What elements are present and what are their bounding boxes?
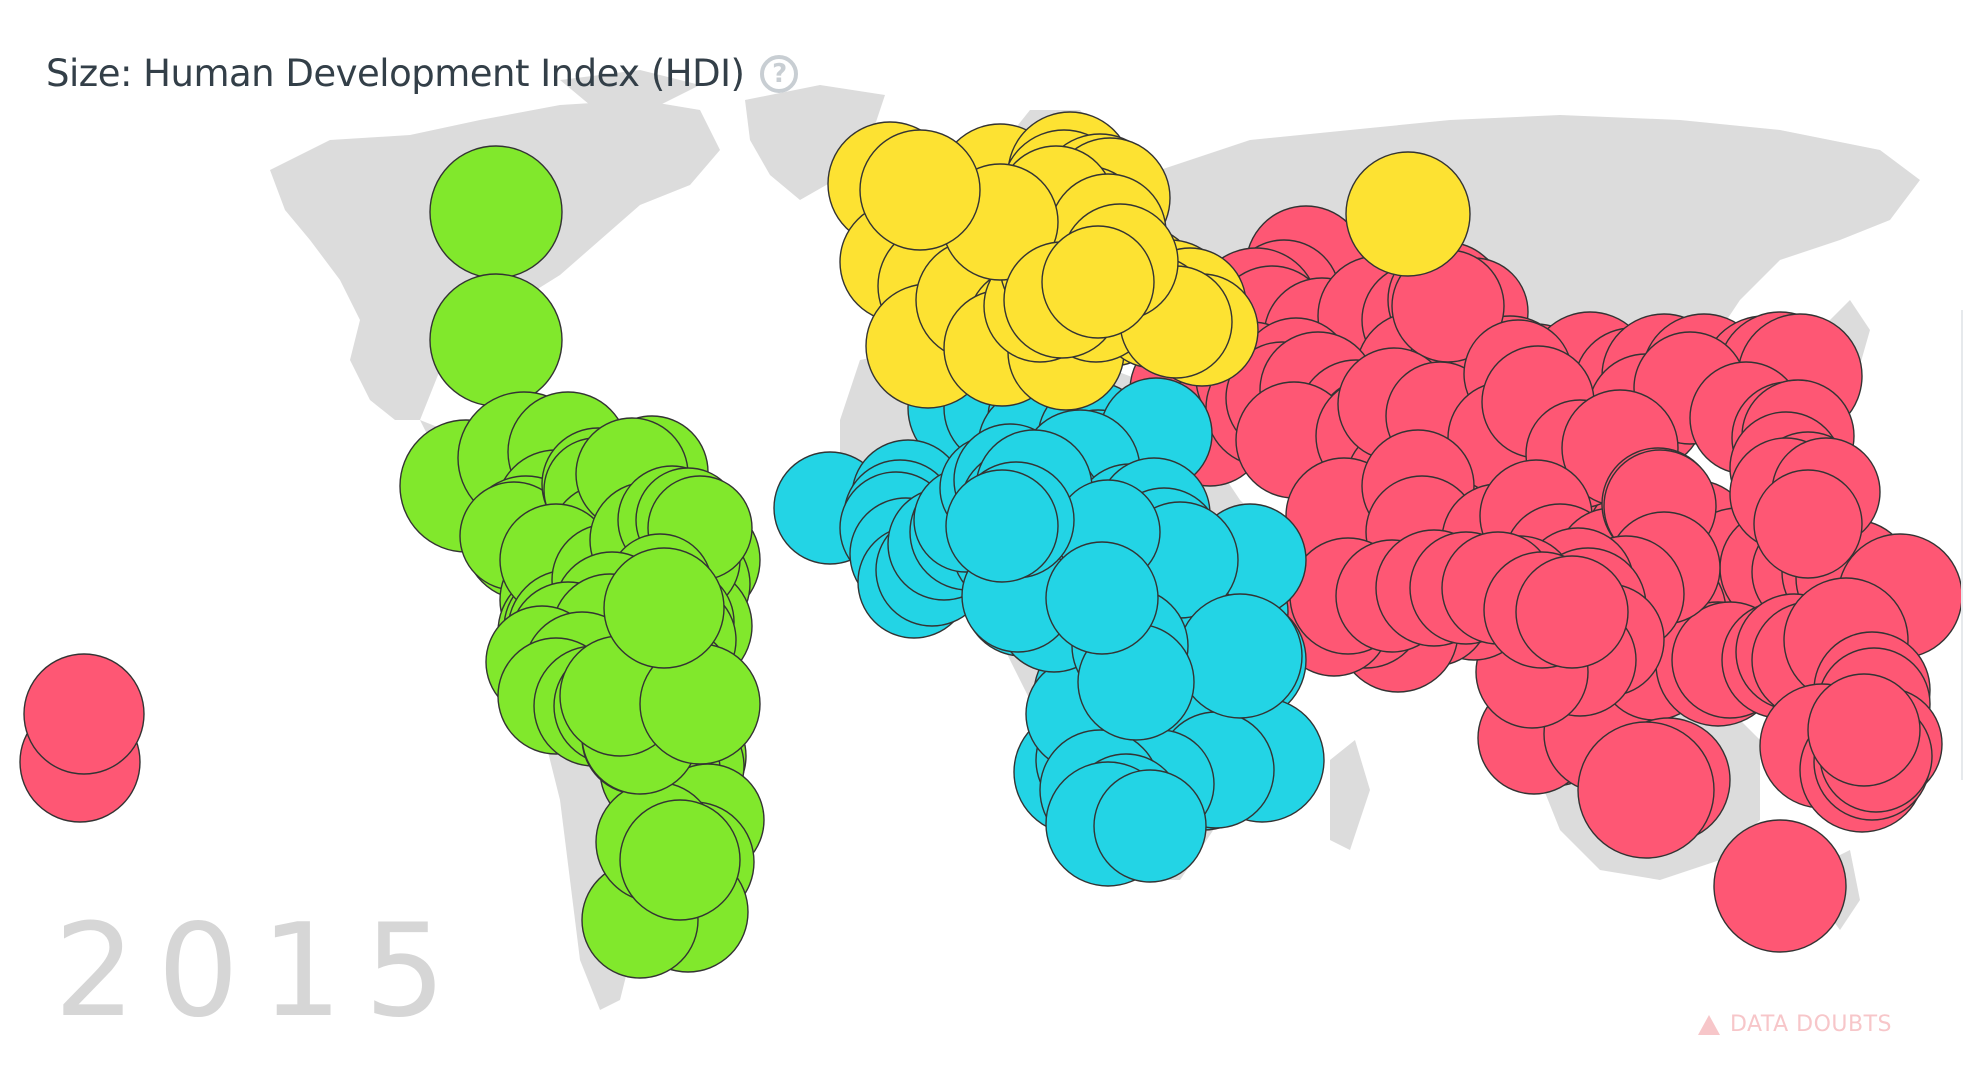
- africa-country-bubble[interactable]: [1093, 769, 1207, 883]
- asia-country-bubble[interactable]: [1515, 555, 1629, 669]
- warning-triangle-icon: [1698, 1014, 1720, 1035]
- europe-country-bubble[interactable]: [1041, 225, 1155, 339]
- question-circle-icon[interactable]: ?: [760, 54, 799, 93]
- asia-country-bubble[interactable]: [23, 653, 145, 775]
- americas-country-bubble[interactable]: [429, 145, 563, 279]
- data-doubts-link[interactable]: DATA DOUBTS: [1698, 1012, 1892, 1037]
- asia-country-bubble[interactable]: [1577, 721, 1715, 859]
- size-indicator-label[interactable]: Size: Human Development Index (HDI): [46, 52, 745, 95]
- country-bubbles[interactable]: [19, 111, 1963, 979]
- panel-edge-divider: [1961, 310, 1963, 780]
- data-doubts-label[interactable]: DATA DOUBTS: [1730, 1012, 1893, 1037]
- africa-country-bubble[interactable]: [1045, 541, 1159, 655]
- africa-country-bubble[interactable]: [945, 469, 1059, 583]
- americas-country-bubble[interactable]: [429, 273, 563, 407]
- size-indicator-selector[interactable]: Size: Human Development Index (HDI) ?: [46, 52, 799, 95]
- europe-country-bubble[interactable]: [1345, 151, 1471, 277]
- asia-country-bubble[interactable]: [1713, 819, 1847, 953]
- asia-country-bubble[interactable]: [1753, 469, 1863, 579]
- africa-country-bubble[interactable]: [1177, 593, 1303, 719]
- americas-country-bubble[interactable]: [619, 799, 741, 921]
- year-label: 2015: [54, 897, 468, 1046]
- asia-country-bubble[interactable]: [1807, 673, 1921, 787]
- americas-country-bubble[interactable]: [603, 547, 725, 669]
- europe-country-bubble[interactable]: [859, 129, 981, 251]
